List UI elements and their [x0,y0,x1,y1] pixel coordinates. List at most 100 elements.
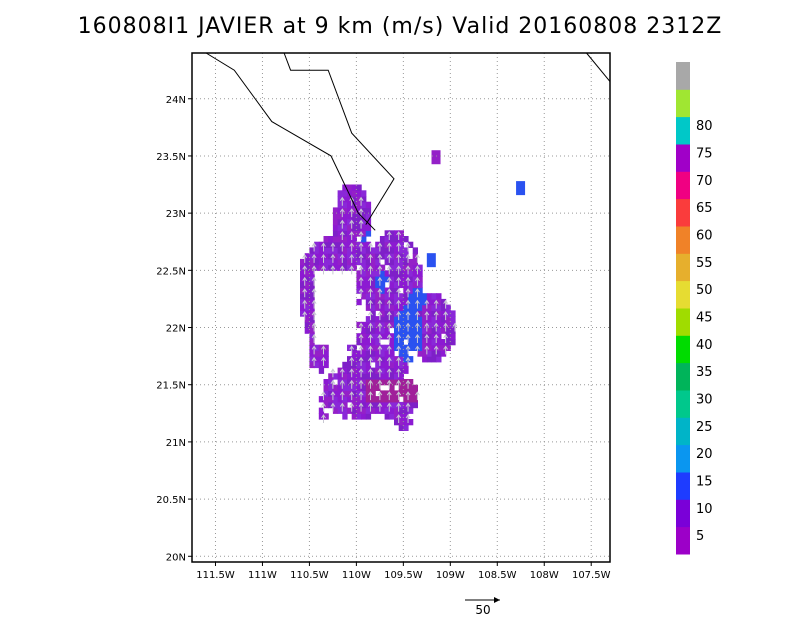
x-axis-ticks: 111.5W 111W 110.5W 110W 109.5W 109W 108.5W 108W… [196,562,611,581]
wind-cell [398,367,404,374]
wind-cell [398,384,404,391]
y-tick-label: 23.5N [156,152,186,163]
wind-cell [412,247,418,254]
wind-cell [356,384,362,391]
wind-cell [304,327,310,334]
wind-cell [379,333,386,340]
wind-cell [398,230,404,237]
wind-vector [321,253,326,263]
wind-vector [368,345,373,355]
wind-cell [361,344,367,351]
wind-cell [347,390,353,397]
wind-cell [351,207,357,214]
wind-cell [365,241,372,248]
wind-vector [321,402,326,412]
wind-cell [384,401,390,409]
wind-cell [361,207,367,214]
wind-vector [386,242,392,252]
wind-vector [405,299,411,309]
x-tick-label: 109.5W [384,570,423,581]
wind-cell [309,350,315,357]
wind-cell [394,270,400,277]
wind-vector [358,253,364,263]
wind-cell [323,236,329,243]
y-tick-label: 22.5N [156,266,186,277]
wind-cell [361,327,367,334]
wind-cell [347,241,353,248]
wind-vector [330,402,336,412]
wind-cell [445,333,451,340]
wind-cell [361,276,367,283]
wind-cell [389,310,395,317]
y-axis-ticks: 20N 20.5N 21N 21.5N 22N 22.5N 23N 23.5N 24N [156,95,192,563]
wind-cell [389,230,395,237]
wind-cell [375,258,381,266]
wind-cell [379,264,386,271]
wind-cell [384,321,390,329]
colorbar-segment [676,444,690,473]
wind-cell [426,327,433,334]
wind-cell [314,247,320,254]
wind-cell [347,201,353,208]
wind-cell [351,236,357,243]
wind-cell [398,310,404,317]
wind-cell [370,253,376,260]
wind-cell [370,304,376,311]
wind-cell [436,327,442,334]
wind-cell [398,361,404,369]
wind-cell [342,379,348,386]
wind-cell [436,316,442,323]
wind-cell [398,258,404,266]
wind-cell [375,333,381,340]
colorbar-segment [676,144,690,172]
wind-vector [302,311,308,321]
wind-vector [415,334,420,343]
wind-vector [405,345,411,355]
wind-cell [394,373,400,380]
wind-cell [398,253,404,260]
wind-cell [394,236,400,243]
wind-cell [431,333,437,340]
wind-cell [356,196,362,203]
wind-vector [349,219,355,229]
wind-vector [302,253,308,263]
wind-cell [356,339,362,346]
colorbar-segment [676,198,690,227]
wind-cell [314,350,320,357]
wind-cell [304,293,310,300]
wind-cell [337,196,343,203]
wind-cell [351,401,357,409]
wind-cell [361,379,367,386]
wind-cell [356,413,362,420]
wind-cell [398,413,404,420]
wind-cell [318,356,325,363]
wind-cell [370,327,376,334]
wind-cell [389,298,395,306]
colorbar-label: 50 [696,283,713,298]
wind-vector [311,299,317,309]
wind-cell [361,247,367,254]
colorbar-segment [676,253,690,282]
wind-vector [396,231,402,241]
wind-cell [361,293,367,300]
wind-cell [450,333,456,340]
wind-cell [431,339,437,346]
wind-vector [377,345,383,355]
wind-cell [342,213,348,220]
wind-cell [379,407,386,414]
wind-cell [300,287,306,294]
wind-cell [398,236,404,243]
wind-vector [339,265,345,275]
wind-cell [440,298,447,306]
wind-cell [412,287,418,294]
wind-cell [384,253,390,260]
wind-cell [361,373,367,380]
wind-vector [396,253,402,263]
wind-cell [431,344,437,351]
wind-cell [304,310,310,317]
wind-cell [370,270,376,277]
wind-cell [370,401,376,409]
wind-cell [337,396,343,403]
wind-cell [347,184,353,191]
